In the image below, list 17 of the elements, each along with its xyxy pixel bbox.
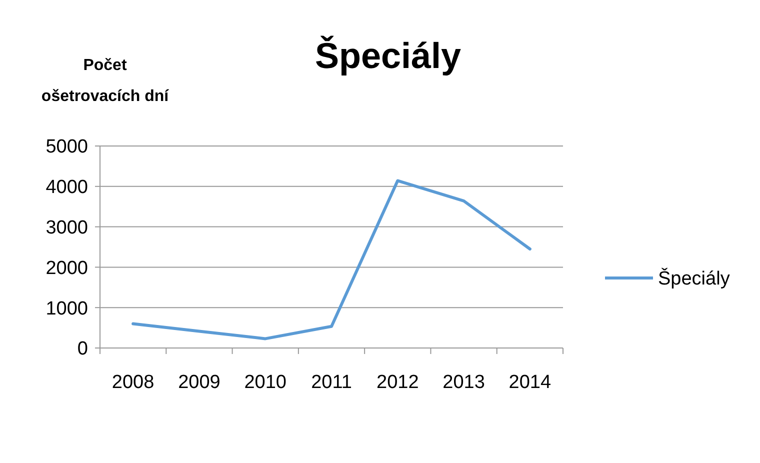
x-tick-label: 2008 [112,372,154,393]
x-tick-label: 2010 [244,372,286,393]
y-tick-label: 1000 [46,298,88,320]
y-axis-title: Počet ošetrovacích dní [41,57,170,105]
x-tick-label: 2013 [442,372,485,393]
y-tick-label: 2000 [46,258,88,279]
y-tick-label: 0 [77,338,88,360]
x-tick-label: 2011 [311,372,352,393]
chart-title: Špeciály [314,35,462,76]
y-tick-label: 5000 [46,136,88,158]
x-tick-label: 2009 [178,372,220,393]
x-tick-label: 2014 [508,372,552,393]
y-tick-label: 4000 [46,177,88,198]
line-series [132,179,532,340]
y-tick-label: 3000 [46,217,88,238]
x-tick-label: 2012 [376,372,419,393]
legend-label: Špeciály [658,268,730,290]
